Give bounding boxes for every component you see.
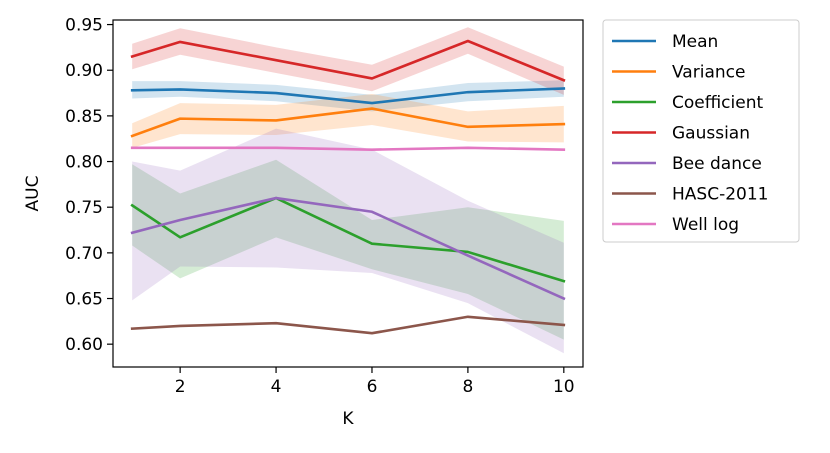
- line-mean: [130, 87, 566, 105]
- y-tick-label: 0.80: [65, 153, 103, 173]
- band-bee-dance: [132, 128, 564, 354]
- legend-label-bee-dance: Bee dance: [672, 154, 762, 174]
- line-coefficient: [130, 196, 566, 283]
- line-bee-dance: [130, 196, 566, 301]
- line-hasc-2011: [130, 315, 566, 335]
- x-tick-label: 6: [367, 377, 378, 397]
- x-tick-label: 4: [271, 377, 282, 397]
- legend-label-coefficient: Coefficient: [672, 93, 763, 113]
- y-tick-label: 0.95: [65, 16, 103, 36]
- y-tick-label: 0.75: [65, 198, 103, 218]
- legend: Mean Variance Coefficient Gaussian Bee dance…: [602, 19, 800, 243]
- legend-label-mean: Mean: [672, 32, 718, 52]
- legend-label-hasc-2011: HASC-2011: [672, 185, 768, 205]
- line-variance: [130, 107, 566, 138]
- plot-frame: [112, 19, 584, 368]
- line-gaussian: [130, 39, 566, 82]
- x-axis: 2 4 6 8 10: [175, 367, 575, 397]
- y-axis: 0.60 0.65 0.70 0.75 0.80 0.85 0.90 0.95: [65, 16, 113, 355]
- series-lines: [130, 39, 566, 335]
- band-variance: [132, 93, 564, 148]
- y-axis-title: AUC: [23, 176, 43, 212]
- x-tick-label: 2: [175, 377, 186, 397]
- band-mean: [132, 80, 564, 112]
- confidence-bands: [132, 27, 564, 354]
- band-coefficient: [132, 159, 564, 340]
- y-tick-label: 0.85: [65, 107, 103, 127]
- legend-label-well-log: Well log: [672, 215, 739, 235]
- x-tick-label: 10: [553, 377, 575, 397]
- x-axis-title: K: [342, 409, 354, 429]
- y-tick-label: 0.65: [65, 290, 103, 310]
- x-tick-label: 8: [462, 377, 473, 397]
- legend-frame: [602, 19, 800, 243]
- legend-label-gaussian: Gaussian: [672, 124, 750, 144]
- y-tick-label: 0.70: [65, 244, 103, 264]
- band-gaussian: [132, 27, 564, 95]
- legend-label-variance: Variance: [672, 63, 745, 83]
- line-well-log: [130, 146, 566, 151]
- y-tick-label: 0.60: [65, 335, 103, 355]
- y-tick-label: 0.90: [65, 61, 103, 81]
